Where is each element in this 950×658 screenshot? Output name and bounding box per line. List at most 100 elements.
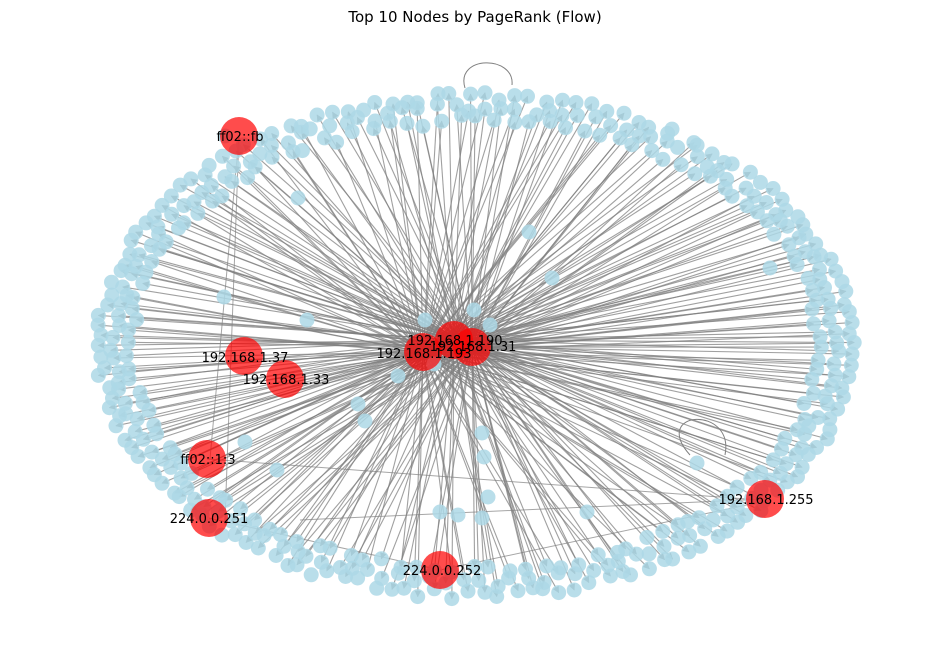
graph-node	[456, 572, 472, 588]
graph-node	[302, 121, 318, 137]
edge	[346, 122, 455, 341]
graph-node	[105, 329, 121, 345]
graph-node	[558, 120, 573, 136]
edge	[260, 138, 424, 353]
edge	[422, 195, 733, 353]
graph-node	[434, 113, 450, 129]
edge	[233, 165, 473, 348]
graph-node	[838, 283, 854, 299]
graph-node	[343, 548, 359, 563]
edge	[471, 346, 853, 358]
edge	[254, 346, 473, 534]
edge	[453, 339, 674, 560]
graph-node	[441, 86, 457, 101]
graph-node	[167, 485, 183, 501]
label-192-168-1-255: 192.168.1.255	[718, 493, 813, 508]
graph-node	[586, 563, 602, 578]
graph-node	[486, 112, 502, 128]
graph-node	[344, 124, 360, 140]
graph-node	[612, 130, 628, 146]
graph-node	[399, 115, 415, 131]
graph-node	[124, 301, 140, 317]
graph-node	[817, 280, 832, 296]
graph-node	[444, 591, 460, 607]
graph-node	[233, 501, 249, 517]
edge	[422, 120, 551, 353]
graph-node	[781, 237, 797, 253]
graph-node	[390, 368, 406, 384]
graph-node	[329, 134, 345, 150]
graph-node	[826, 356, 842, 372]
edge	[453, 114, 538, 341]
edge	[320, 351, 424, 563]
top-node-224-0-0-252	[421, 551, 459, 589]
graph-node	[729, 479, 745, 495]
graph-node	[247, 512, 263, 528]
graph-node	[309, 107, 325, 123]
edge	[471, 346, 679, 526]
graph-node	[829, 335, 845, 351]
edge	[453, 159, 664, 341]
edge	[245, 351, 424, 543]
graph-node	[226, 158, 242, 174]
graph-node	[432, 504, 448, 520]
edge	[422, 351, 609, 566]
graph-node	[417, 312, 433, 328]
label-192-168-1-190: 192.168.1.190	[407, 334, 502, 349]
graph-node	[542, 103, 558, 119]
graph-node	[463, 86, 479, 102]
graph-node	[128, 224, 144, 240]
graph-node	[238, 535, 254, 550]
graph-node	[806, 385, 821, 401]
graph-node	[554, 107, 570, 123]
graph-node	[720, 508, 736, 524]
edge	[127, 327, 424, 353]
graph-node	[765, 181, 781, 196]
edge	[422, 156, 698, 353]
graph-node	[176, 215, 192, 231]
graph-node	[104, 274, 119, 290]
edge	[471, 277, 821, 348]
graph-node	[797, 412, 813, 427]
graph-node	[827, 324, 843, 340]
graph-node	[467, 108, 483, 124]
graph-node	[655, 151, 671, 167]
graph-node	[227, 527, 243, 543]
graph-node	[366, 121, 382, 137]
graph-node	[162, 440, 178, 456]
graph-node	[656, 538, 672, 554]
edge	[471, 187, 726, 348]
top-node-ff02-1-3	[188, 440, 226, 478]
edge	[431, 346, 473, 590]
graph-node	[681, 544, 697, 560]
graph-node	[507, 88, 523, 104]
graph-node	[766, 226, 782, 242]
graph-node	[127, 424, 143, 439]
edge	[390, 346, 473, 590]
edge	[453, 339, 544, 590]
graph-node	[374, 570, 390, 586]
edge	[422, 134, 601, 353]
edge	[453, 140, 668, 341]
top-node-layer	[188, 117, 784, 589]
graph-node	[164, 206, 180, 222]
edge	[471, 346, 813, 383]
graph-node	[521, 224, 537, 240]
graph-node	[804, 372, 820, 387]
graph-node	[823, 300, 839, 316]
edge	[453, 198, 783, 341]
edge	[271, 156, 473, 348]
graph-node	[150, 219, 166, 235]
top-node-192-168-1-255	[746, 480, 784, 518]
graph-node	[603, 118, 619, 134]
graph-node	[566, 582, 582, 598]
graph-node	[373, 551, 389, 567]
edge	[453, 339, 855, 346]
edge	[270, 144, 473, 348]
edge	[445, 92, 455, 341]
edge	[453, 339, 719, 537]
graph-node	[332, 560, 348, 575]
graph-node	[384, 581, 400, 597]
graph-node	[216, 289, 232, 305]
edge	[180, 351, 424, 464]
